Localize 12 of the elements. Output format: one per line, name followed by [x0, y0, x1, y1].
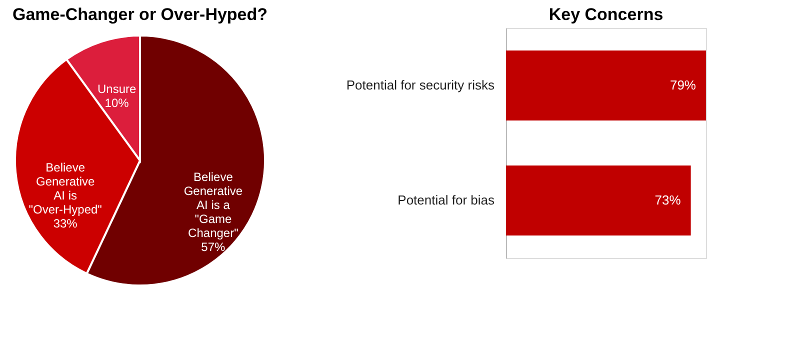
data-label: 79%	[670, 78, 696, 92]
data-label: 33%	[53, 216, 78, 231]
y-tick-label: Potential for bias	[398, 192, 495, 208]
slice-label: Believe Generative AI is "Over-Hyped"	[28, 160, 102, 217]
data-label: 57%	[201, 240, 226, 254]
data-label: 73%	[654, 192, 682, 208]
data-label: 10%	[104, 96, 130, 110]
slice-label: Believe Generative AI is a "Game Changer"	[184, 170, 243, 240]
slice-label: Unsure	[97, 82, 136, 96]
chart-title: Key Concerns	[548, 5, 664, 24]
chart-title: Game-Changer or Over-Hyped?	[12, 5, 268, 24]
y-tick-label: Potential for security risks	[346, 78, 495, 92]
